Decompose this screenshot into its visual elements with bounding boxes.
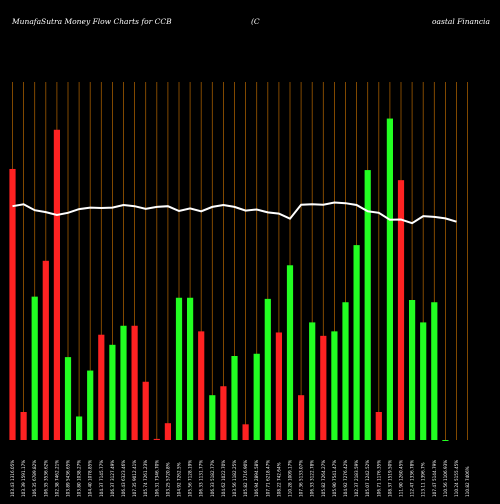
- x-tick-label: 106.33 1131.77%: [199, 460, 204, 497]
- bar: [109, 344, 116, 440]
- x-tick-label: 104.40 1078.85%: [88, 460, 93, 497]
- price-line-path: [12, 201, 457, 225]
- bar: [386, 118, 393, 440]
- bar: [264, 298, 271, 440]
- x-tick-label: 105.82 1716.90%: [243, 460, 248, 497]
- x-tick-label: 108.22 742.64%: [276, 462, 281, 497]
- bar: [209, 395, 216, 440]
- x-tick-label: 106.35 6789.82%: [32, 460, 37, 497]
- bar: [331, 331, 338, 440]
- bar: [442, 440, 449, 441]
- x-tick-label: 104.62 1022.70%: [221, 460, 226, 497]
- x-tick-label: 106.33 5182.77%: [210, 460, 215, 497]
- x-tick-label: 103.25 5720.8%: [165, 462, 170, 497]
- bar: [320, 335, 327, 440]
- x-tick-label: 107.47 5144.79%: [432, 460, 437, 497]
- x-tick-label: 104.37 7145.77%: [99, 460, 104, 497]
- x-tick-label: 105.07 1242.52%: [365, 460, 370, 497]
- bar: [298, 395, 305, 440]
- bars: [9, 118, 449, 441]
- bar: [175, 297, 183, 440]
- x-tick-label: 110.24 5155.45%: [454, 460, 459, 497]
- chart-title-left: MunafaSutra Money Flow Charts for CCB: [11, 17, 172, 26]
- chart-title-mid: (C: [251, 17, 260, 26]
- x-tick-label: 104.92 7276.42%: [343, 460, 348, 497]
- chart-title-right: oastal Financia: [432, 17, 490, 26]
- x-tick-label: 107.36 5133.07%: [299, 460, 304, 497]
- bar: [198, 331, 205, 440]
- bar: [131, 325, 138, 440]
- bar: [309, 322, 316, 440]
- x-axis-labels: 103.43 1316.05% 103.39 1591.17% 106.35 678…: [10, 460, 470, 497]
- bar: [53, 129, 60, 440]
- bar: [31, 296, 38, 440]
- bar: [20, 412, 27, 440]
- x-tick-label: 105.90 7541.47%: [332, 460, 337, 497]
- x-tick-label: 104.92 7262.5%: [177, 462, 182, 497]
- x-tick-label: 106.71 1176.35%: [376, 460, 381, 497]
- x-tick-label: 105.56 7128.19%: [188, 460, 193, 497]
- bar: [364, 170, 371, 440]
- bar: [164, 423, 171, 440]
- x-tick-label: 106.94 2894.58%: [254, 460, 259, 497]
- bar: [120, 325, 127, 440]
- bar: [42, 260, 49, 440]
- bar: [375, 412, 382, 440]
- bar: [76, 416, 83, 440]
- bar: [431, 302, 438, 440]
- bar: [420, 322, 427, 440]
- x-tick-label: 103.56 1182.25%: [232, 460, 237, 497]
- x-tick-label: 111.90 1260.45%: [399, 460, 404, 497]
- x-tick-label: 107.35 9012.41%: [132, 460, 137, 497]
- x-tick-label: 106.33 3122.78%: [310, 460, 315, 497]
- x-tick-label: 103.39 1591.17%: [21, 460, 26, 497]
- x-tick-label: 103.80 1038.27%: [77, 460, 82, 497]
- bar: [275, 332, 282, 440]
- bar: [187, 297, 194, 440]
- x-tick-label: 106.35 3536.62%: [43, 460, 48, 497]
- x-tick-label: 110.28 1009.17%: [288, 460, 293, 497]
- x-tick-label: 103.89 5436.65%: [66, 460, 71, 497]
- bar: [342, 302, 349, 440]
- x-tick-label: 108.37 1519.50%: [387, 460, 392, 497]
- x-tick-label: 110.56 1106.93%: [443, 460, 448, 497]
- x-tick-label: 110.82 7406%: [465, 466, 470, 497]
- bar: [142, 381, 149, 440]
- bar: [64, 357, 72, 440]
- bar: [231, 356, 238, 440]
- x-tick-label: 113.11 1396.7%: [421, 462, 426, 497]
- bar: [409, 300, 416, 440]
- x-tick-label: 102.38 7462.21%: [54, 460, 59, 497]
- bar: [220, 386, 227, 440]
- bar: [353, 245, 360, 440]
- x-tick-label: 106.31 7346.70%: [154, 460, 159, 497]
- price-line: [12, 201, 457, 225]
- bar: [9, 168, 16, 440]
- x-tick-label: 103.43 1316.05%: [10, 460, 15, 497]
- x-tick-label: 112.47 1336.78%: [410, 460, 415, 497]
- bar: [87, 370, 94, 440]
- bar: [253, 353, 260, 440]
- x-tick-label: 106.43 6323.46%: [121, 460, 126, 497]
- bar: [397, 180, 405, 440]
- x-tick-label: 106.37 3127.49%: [110, 460, 115, 497]
- x-tick-label: 107.71 6218.47%: [265, 460, 270, 497]
- x-tick-label: 105.74 7261.23%: [143, 460, 148, 497]
- bar: [242, 424, 249, 440]
- x-tick-label: 105.82 7264.27%: [321, 460, 326, 497]
- bar: [153, 438, 160, 440]
- bar: [286, 265, 294, 440]
- x-tick-label: 102.37 2183.59%: [354, 460, 359, 497]
- bar: [98, 334, 105, 440]
